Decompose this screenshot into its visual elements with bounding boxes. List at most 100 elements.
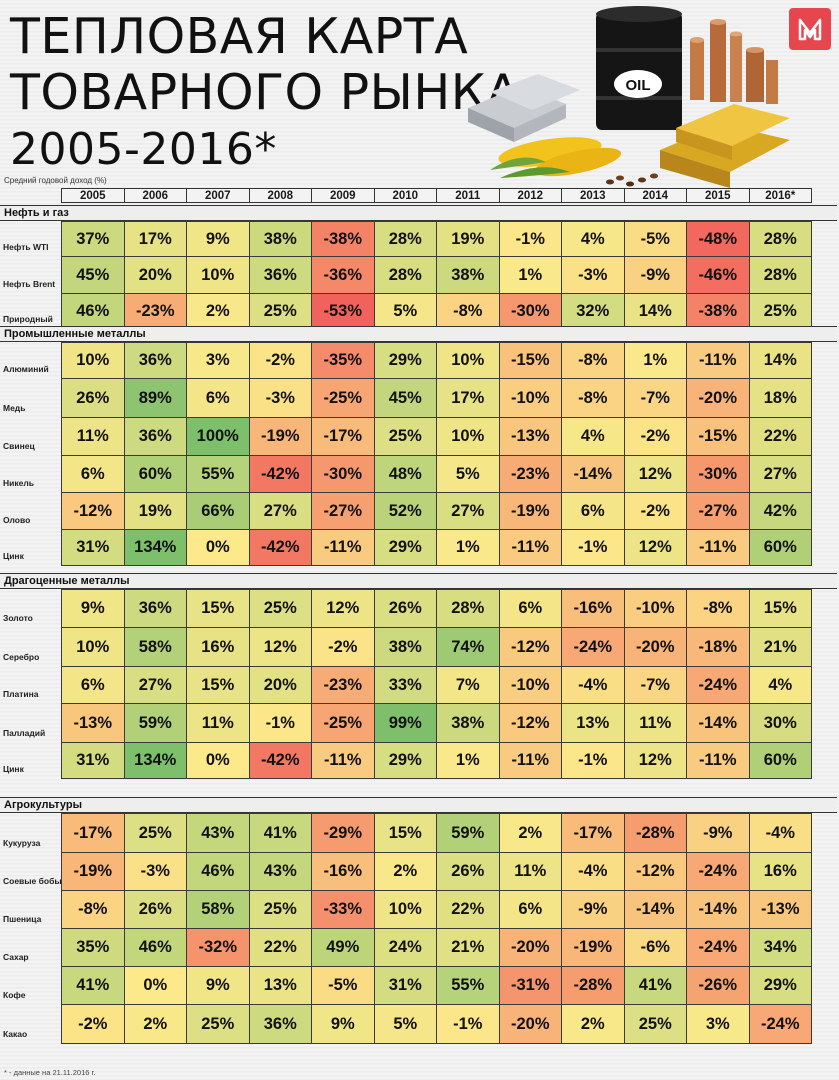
heatmap-cell: -42% — [248, 529, 312, 566]
heatmap-cell: 7% — [436, 666, 500, 704]
heatmap-cell: 25% — [248, 589, 312, 628]
heatmap-cell: 36% — [248, 256, 312, 294]
heatmap-cell: -23% — [123, 293, 187, 329]
heatmap-cell: 38% — [373, 627, 437, 667]
heatmap-cell: -9% — [686, 813, 750, 853]
row-label: Кофе — [3, 990, 26, 1000]
heatmap-cell: -24% — [686, 852, 750, 891]
heatmap-cell: 35% — [61, 928, 125, 967]
heatmap-cell: 43% — [248, 852, 312, 891]
year-header-2007: 2007 — [186, 188, 249, 203]
heatmap-cell: -1% — [248, 703, 312, 743]
heatmap-cell: 33% — [373, 666, 437, 704]
heatmap-cell: -4% — [748, 813, 812, 853]
heatmap-cell: 17% — [123, 221, 187, 257]
heatmap-cell: 52% — [373, 492, 437, 530]
row-label: Соевые бобы — [3, 876, 61, 886]
row-label: Сахар — [3, 952, 29, 962]
heatmap-cell: -3% — [248, 378, 312, 418]
heatmap-cell: -11% — [686, 742, 750, 779]
year-header-2009: 2009 — [311, 188, 374, 203]
heatmap-cell: 28% — [748, 221, 812, 257]
heatmap-cell: -12% — [623, 852, 687, 891]
heatmap-cell: -2% — [61, 1004, 125, 1044]
row-label: Платина — [3, 689, 39, 699]
page-title-line-1: ТЕПЛОВАЯ КАРТА — [10, 8, 469, 65]
heatmap-cell: -20% — [686, 378, 750, 418]
group-header: Агрокультуры — [0, 797, 837, 813]
heatmap-cell: 60% — [748, 742, 812, 779]
heatmap-cell: 46% — [186, 852, 250, 891]
heatmap-cell: 36% — [123, 589, 187, 628]
heatmap-cell: 14% — [748, 342, 812, 379]
heatmap-cell: -11% — [686, 529, 750, 566]
heatmap-cell: -9% — [561, 890, 625, 929]
heatmap-cell: -1% — [561, 742, 625, 779]
heatmap-cell: -19% — [498, 492, 562, 530]
heatmap-cell: 10% — [186, 256, 250, 294]
heatmap-cell: 49% — [311, 928, 375, 967]
heatmap-cell: 20% — [123, 256, 187, 294]
heatmap-cell: -7% — [623, 666, 687, 704]
heatmap-cell: 48% — [373, 455, 437, 493]
heatmap-cell: -11% — [686, 342, 750, 379]
heatmap-cell: 59% — [123, 703, 187, 743]
heatmap-cell: -27% — [686, 492, 750, 530]
heatmap-cell: -12% — [61, 492, 125, 530]
heatmap-cell: -24% — [686, 928, 750, 967]
heatmap-cell: 25% — [373, 417, 437, 456]
heatmap-cell: 74% — [436, 627, 500, 667]
heatmap-cell: -3% — [561, 256, 625, 294]
heatmap-cell: -2% — [311, 627, 375, 667]
row-label: Никель — [3, 478, 34, 488]
heatmap-cell: -17% — [61, 813, 125, 853]
heatmap-cell: 24% — [373, 928, 437, 967]
heatmap-cell: -3% — [123, 852, 187, 891]
heatmap-cell: -24% — [561, 627, 625, 667]
heatmap-cell: -32% — [186, 928, 250, 967]
heatmap-cell: -20% — [623, 627, 687, 667]
heatmap-cell: -14% — [686, 890, 750, 929]
heatmap-cell: 45% — [373, 378, 437, 418]
heatmap-cell: 25% — [748, 293, 812, 329]
heatmap-cell: 2% — [373, 852, 437, 891]
heatmap-cell: 58% — [186, 890, 250, 929]
heatmap-cell: -38% — [311, 221, 375, 257]
heatmap-cell: -14% — [623, 890, 687, 929]
heatmap-cell: -15% — [498, 342, 562, 379]
heatmap-cell: -48% — [686, 221, 750, 257]
heatmap-cell: -42% — [248, 742, 312, 779]
coffee-beans-image — [606, 173, 658, 187]
row-label: Золото — [3, 613, 33, 623]
heatmap-cell: 6% — [61, 666, 125, 704]
heatmap-cell: 36% — [123, 417, 187, 456]
row-label: Цинк — [3, 551, 24, 561]
group-header: Нефть и газ — [0, 205, 837, 221]
heatmap-cell: -15% — [686, 417, 750, 456]
heatmap-cell: -27% — [311, 492, 375, 530]
heatmap-cell: 6% — [498, 890, 562, 929]
heatmap-cell: 22% — [248, 928, 312, 967]
heatmap-cell: -38% — [686, 293, 750, 329]
year-header-2006: 2006 — [123, 188, 186, 203]
heatmap-cell: 59% — [436, 813, 500, 853]
heatmap-cell: 99% — [373, 703, 437, 743]
heatmap-cell: -19% — [561, 928, 625, 967]
heatmap-cell: 17% — [436, 378, 500, 418]
heatmap-cell: -14% — [561, 455, 625, 493]
heatmap-cell: 41% — [248, 813, 312, 853]
heatmap-cell: 20% — [248, 666, 312, 704]
heatmap-cell: 2% — [498, 813, 562, 853]
heatmap-cell: 22% — [436, 890, 500, 929]
heatmap-cell: 25% — [623, 1004, 687, 1044]
heatmap-cell: 4% — [561, 417, 625, 456]
row-label: Какао — [3, 1029, 28, 1039]
heatmap-cell: 21% — [436, 928, 500, 967]
heatmap-cell: 10% — [61, 342, 125, 379]
heatmap-cell: 29% — [748, 966, 812, 1005]
heatmap-cell: -42% — [248, 455, 312, 493]
heatmap-cell: 0% — [186, 742, 250, 779]
heatmap-cell: 25% — [248, 890, 312, 929]
heatmap-cell: -17% — [311, 417, 375, 456]
row-label: Нефть Brent — [3, 279, 56, 289]
